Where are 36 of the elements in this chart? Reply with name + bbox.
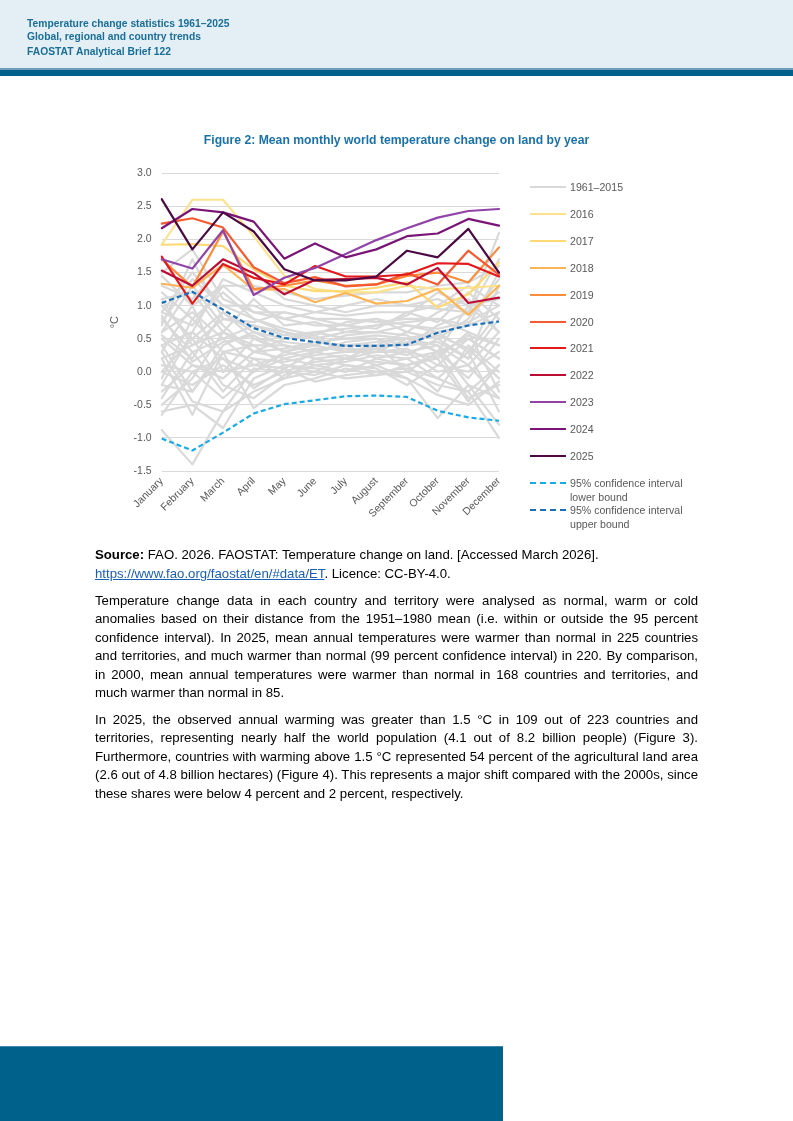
text: . Licence: CC-BY-4.0. bbox=[324, 566, 451, 581]
legend-label: 95% confidence interval lower bound bbox=[570, 475, 684, 504]
y-axis-title: °C bbox=[107, 315, 120, 328]
y-tick-label: 2.5 bbox=[137, 198, 152, 211]
chart-title: Figure 2: Mean monthly world temperature change on land by year bbox=[202, 133, 591, 147]
legend-label: 2020 bbox=[570, 314, 595, 329]
legend-label: 2018 bbox=[570, 260, 595, 275]
text: Temperature change data in each country and territory were analysed as normal, warm or cold anomalies based on their distance from the 1951–1980 mean (i.e. within or outside the 95 percent confidence interval). In 2025, mean annual temperatures were warmer than normal in 225 countries and territories, and much warmer than normal (99 percent confidence interval) in 220. By comparison, in 2000, mean annual temperatures were warmer than normal in 168 countries and territories, and much warmer than normal in 85. bbox=[95, 591, 698, 703]
legend-label: 2025 bbox=[570, 449, 595, 463]
y-tick-label: 3.0 bbox=[137, 165, 152, 178]
legend-label: 1961–2015 bbox=[570, 180, 625, 194]
y-tick-label: 2.0 bbox=[137, 231, 152, 244]
text: https://www.fao.org/faostat/en/#data/ET bbox=[95, 566, 325, 581]
legend-label: 95% confidence interval upper bound bbox=[570, 502, 684, 531]
y-tick-label: 0.0 bbox=[137, 364, 152, 377]
y-tick-label: -0.5 bbox=[133, 397, 152, 410]
y-tick-label: 1.0 bbox=[137, 298, 152, 310]
text: Global, regional and country trends bbox=[27, 30, 201, 43]
legend-label: 2017 bbox=[570, 233, 595, 248]
text: In 2025, the observed annual warming was greater than 1.5 °C in 109 out of 223 countries and territories, representing nearly half the world population (4.1 out of 8.2 billion people) (Figure 3). Furthermore, countries with warming above 1.5 °C represented 54 percent of the agricultural land area (2.6 out of 4.8 billion hectares) (Figure 4). This represents a major shift compared with the 2000s, since these shares were below 4 percent and 2 percent, respectively. bbox=[95, 710, 698, 803]
text: FAOSTAT Analytical Brief 122 bbox=[27, 45, 172, 58]
source-note: Source: bbox=[95, 547, 146, 562]
legend-label: 2019 bbox=[570, 287, 595, 302]
y-tick-label: -1.5 bbox=[133, 463, 152, 476]
x-tick-label: May bbox=[265, 473, 289, 497]
legend-label: 2016 bbox=[570, 206, 595, 221]
legend-label: 2023 bbox=[570, 395, 595, 410]
legend-label: 2022 bbox=[570, 368, 595, 383]
text: Temperature change statistics 1961–2025 bbox=[27, 17, 230, 30]
y-tick-label: -1.0 bbox=[133, 430, 152, 443]
y-tick-label: 0.5 bbox=[137, 331, 152, 344]
legend-label: 2024 bbox=[570, 422, 595, 437]
x-tick-label: July bbox=[327, 473, 350, 496]
text: FAO. 2026. FAOSTAT: Temperature change on land. [Accessed March 2026]. bbox=[147, 547, 599, 562]
legend-label: 2021 bbox=[570, 341, 595, 356]
y-tick-label: 1.5 bbox=[137, 264, 152, 277]
